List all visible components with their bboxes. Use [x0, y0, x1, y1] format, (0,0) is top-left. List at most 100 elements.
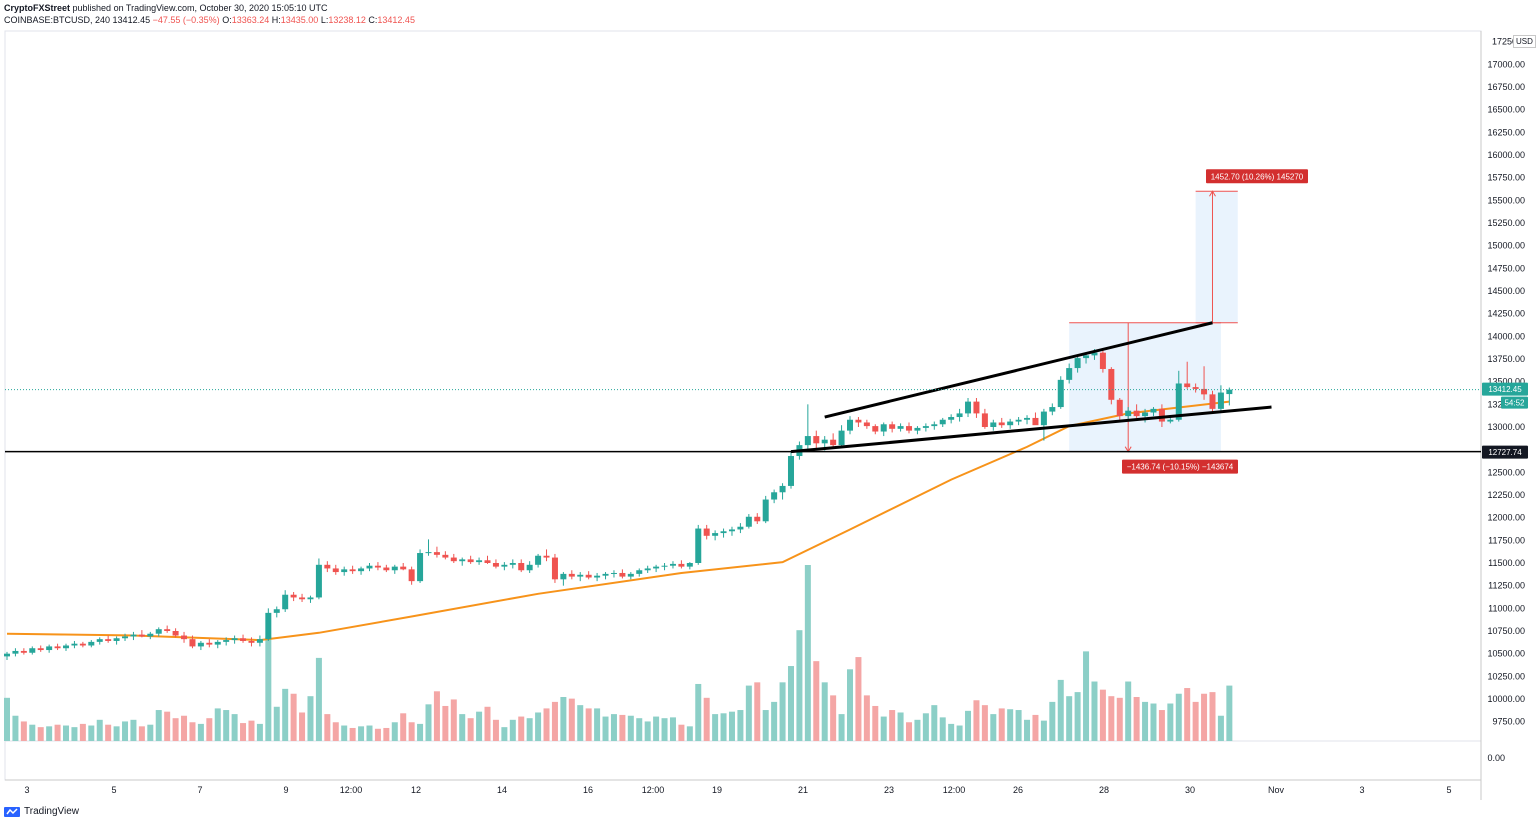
candle — [1049, 403, 1056, 416]
candle-body — [847, 419, 853, 431]
price-labels: 13412.45 54:52 12727.74 1452.70 (10.26%) 14… — [1122, 169, 1528, 474]
candle — [838, 425, 845, 447]
volume-bar — [1167, 703, 1174, 741]
y-tick-label: 16000.00 — [1487, 150, 1525, 160]
volume-bar — [501, 727, 508, 741]
volume-bar — [1007, 709, 1014, 741]
volume-bar — [703, 697, 710, 741]
candle-body — [619, 572, 626, 577]
candle-body — [29, 648, 36, 653]
candle — [745, 514, 752, 529]
volume-bar — [1192, 701, 1199, 741]
axes: 9750.0010000.0010250.0010500.0010750.001… — [24, 37, 1529, 795]
target-arrowhead-up — [1209, 190, 1216, 197]
volume-bar — [20, 721, 27, 741]
candle — [939, 417, 946, 427]
candle-body — [467, 559, 474, 563]
candle-body — [1032, 417, 1039, 426]
candle — [231, 635, 238, 644]
candle-body — [332, 568, 339, 573]
tradingview-logo[interactable]: TradingView — [4, 806, 79, 817]
candle-body — [172, 631, 179, 636]
volume-bar — [518, 716, 525, 741]
x-tick-label: 12:00 — [642, 785, 665, 795]
candle — [96, 637, 103, 645]
candle — [787, 452, 794, 489]
candle-body — [1015, 419, 1022, 422]
candle — [914, 426, 921, 435]
last-price-tag-bg — [1482, 382, 1528, 396]
open-value: 13363.24 — [231, 15, 270, 25]
candle — [602, 572, 609, 580]
volume-bar — [610, 714, 617, 741]
volume-bar — [855, 657, 862, 741]
candle — [1074, 356, 1081, 373]
target-down-tag-text: −1436.74 (−10.15%) −143674 — [1127, 463, 1234, 472]
candle — [678, 560, 685, 569]
candle-body — [492, 563, 499, 567]
trend-lines — [5, 321, 1481, 454]
candle-body — [627, 573, 634, 577]
volume-bar — [804, 565, 811, 741]
candle — [37, 645, 44, 652]
candle-body — [948, 417, 955, 420]
candle-body — [324, 564, 331, 569]
candle-body — [551, 557, 558, 580]
candle — [105, 635, 112, 643]
volume-bar — [838, 714, 845, 741]
volume-bar — [1116, 697, 1123, 741]
publish-text: published on TradingView.com, October 30… — [72, 3, 328, 13]
candle-body — [79, 643, 86, 646]
volume-bar — [1125, 681, 1132, 741]
candle-body — [20, 650, 27, 653]
candle — [79, 641, 86, 648]
volume-bar — [417, 723, 424, 741]
volume-bar — [231, 714, 238, 741]
author-name[interactable]: CryptoFXStreet — [4, 3, 71, 13]
volume-bar — [282, 688, 289, 741]
candle-body — [973, 401, 980, 414]
volume-bar — [248, 720, 255, 741]
volume-bar — [197, 723, 204, 741]
volume-bar — [1133, 697, 1140, 741]
volume-bar — [779, 682, 786, 741]
moving-average — [6, 400, 1230, 642]
close-label: C: — [368, 15, 378, 25]
volume-bar — [653, 716, 660, 741]
candle — [922, 423, 929, 432]
volume-bar — [1015, 710, 1022, 741]
volume-bar — [914, 719, 921, 741]
volume-bar — [560, 697, 567, 741]
candle — [29, 646, 36, 655]
volume-bar — [37, 727, 44, 741]
volume-bar — [484, 706, 491, 741]
candle — [686, 562, 693, 570]
candle-body — [1184, 383, 1191, 388]
candle-body — [518, 563, 525, 571]
x-tick-label: 19 — [712, 785, 722, 795]
candle — [509, 559, 516, 569]
candle — [501, 562, 508, 571]
volume-bar — [686, 726, 693, 741]
volume-bar — [889, 710, 896, 741]
x-tick-label: 5 — [1446, 785, 1451, 795]
volume-bar — [349, 727, 356, 741]
candle — [206, 639, 213, 648]
candle-body — [408, 569, 415, 582]
candle — [897, 423, 904, 432]
candle — [442, 551, 449, 560]
x-tick-label: 26 — [1013, 785, 1023, 795]
volume-bar — [467, 718, 474, 741]
volume-bar — [728, 711, 735, 741]
currency-button[interactable]: USD — [1513, 35, 1536, 48]
candle-body — [290, 594, 297, 598]
candle-body — [358, 568, 365, 572]
candle — [1108, 367, 1115, 405]
candle-body — [990, 422, 997, 427]
candle — [1040, 408, 1047, 441]
volume-bar — [602, 716, 609, 741]
candle-body — [282, 594, 289, 610]
candle — [610, 570, 617, 578]
x-tick-label: 7 — [197, 785, 202, 795]
